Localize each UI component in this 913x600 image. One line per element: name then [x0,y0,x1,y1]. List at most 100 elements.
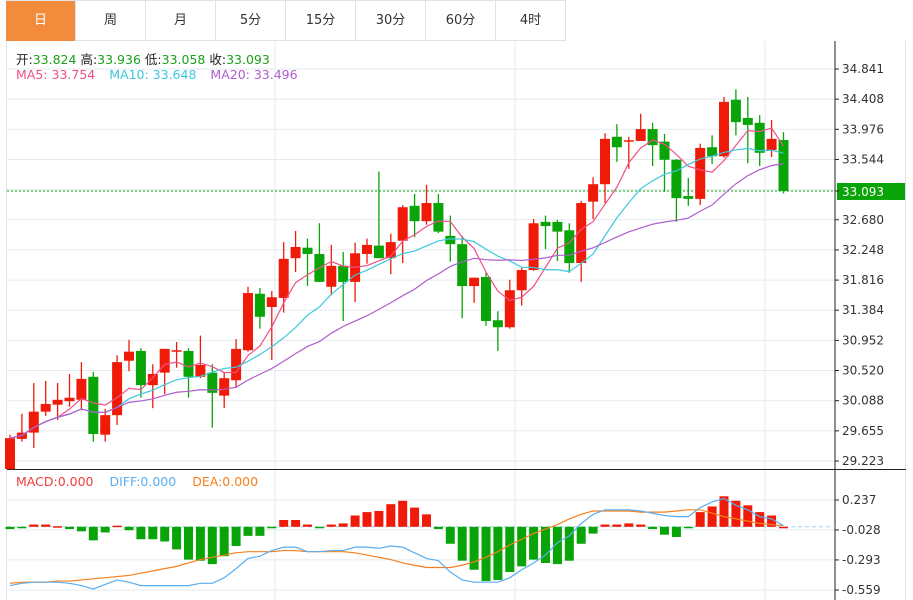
candle-body [492,320,503,328]
candle-body [195,364,206,377]
ma10-label: MA10: [109,67,149,82]
open-value: 33.824 [32,52,77,67]
tab-week[interactable]: 周 [76,1,146,41]
ma10-value: 33.648 [152,67,197,82]
candle-body [76,378,87,400]
macd-histogram-bar [731,500,741,527]
candle-body [64,397,75,402]
tab-15min[interactable]: 15分 [286,1,356,41]
macd-histogram-bar [350,515,360,527]
macd-histogram-bar [541,526,550,563]
candle-body [183,350,194,377]
tab-5min[interactable]: 5分 [216,1,286,41]
macd-histogram-bar [112,525,122,528]
macd-legend: MACD:0.000 DIFF:0.000 DEA:0.000 [16,474,258,489]
macd-histogram-bar [398,500,408,527]
candle-body [52,399,63,405]
macd-histogram-bar [303,524,312,527]
candle-body [433,203,444,232]
tab-30min[interactable]: 30分 [356,1,426,41]
macd-histogram-bar [326,524,336,527]
candle-body [445,235,456,245]
price-axis-label: 30.088 [842,394,884,408]
candle-body [540,221,551,227]
macd-histogram-bar [314,526,324,529]
macd-histogram-bar [410,507,420,527]
candle-body [397,207,408,241]
candle-body [611,136,622,148]
macd-histogram-bar [695,512,705,527]
macd-histogram-bar [624,523,634,527]
ma5-line [9,127,784,439]
ma20-label: MA20: [210,67,250,82]
candle-body [100,415,111,435]
dea-value: 0.000 [222,474,259,489]
macd-histogram-bar [588,526,598,534]
macd-histogram-bar [660,526,669,535]
macd-histogram-bar [338,523,348,527]
price-axis-label: 33.544 [842,152,884,166]
macd-histogram-bar [564,526,574,561]
candle-body [243,293,253,351]
candle-body [600,138,610,185]
candle-body [623,140,634,142]
macd-histogram-bar [493,526,503,580]
macd-histogram-bar [648,526,658,530]
candle-body [552,221,563,232]
chart-frame [6,41,906,600]
ma20-value: 33.496 [253,67,298,82]
candle-body [659,141,670,160]
macd-histogram-bar [612,524,622,527]
price-axis-label: 31.384 [842,303,884,317]
macd-axis-label: -0.028 [842,523,881,537]
macd-histogram-bar [65,526,74,530]
macd-histogram-bar [100,526,110,533]
macd-histogram-bar [386,504,396,527]
price-axis-label: 29.223 [842,454,884,468]
candle-body [671,159,682,199]
macd-histogram-bar [374,510,384,527]
macd-axis-label: 0.237 [842,493,876,507]
candle-body [159,348,170,373]
candle-body [290,246,301,259]
candle-body [409,205,420,222]
macd-histogram-bar [195,526,205,561]
price-axis-label: 30.520 [842,364,884,378]
ma20-line [9,163,784,439]
candle-body [207,372,218,393]
macd-histogram-bar [576,526,586,544]
price-axis-label: 32.248 [842,243,884,257]
macd-histogram-bar [160,526,170,542]
low-label: 低: [144,52,162,67]
tab-4hour[interactable]: 4时 [496,1,566,41]
macd-histogram-bar [457,526,467,561]
candle-body [588,184,599,202]
candle-body [683,196,694,199]
candle-body [528,223,539,271]
candle-body [40,403,51,412]
macd-histogram-bar [53,526,63,528]
macd-histogram-bar [29,524,39,527]
price-axis-label: 30.952 [842,333,884,347]
last-price-label: 33.093 [842,185,884,199]
macd-histogram-bar [5,526,15,530]
macd-histogram-bar [136,526,146,540]
macd-histogram-bar [743,505,753,527]
candle-body [754,122,765,153]
candle-body [373,245,384,259]
tab-month[interactable]: 月 [146,1,216,41]
candle-body [135,350,146,386]
macd-histogram-bar [362,512,372,527]
macd-histogram-bar [481,526,491,582]
tab-60min[interactable]: 60分 [426,1,496,41]
macd-histogram-bar [184,526,193,560]
ma5-label: MA5: [16,67,48,82]
candle-body [730,99,741,123]
macd-histogram-bar [207,526,217,565]
diff-line [9,497,784,590]
candle-body [326,265,337,287]
macd-histogram-bar [683,526,693,529]
tab-day[interactable]: 日 [6,1,76,41]
close-value: 33.093 [226,52,270,67]
